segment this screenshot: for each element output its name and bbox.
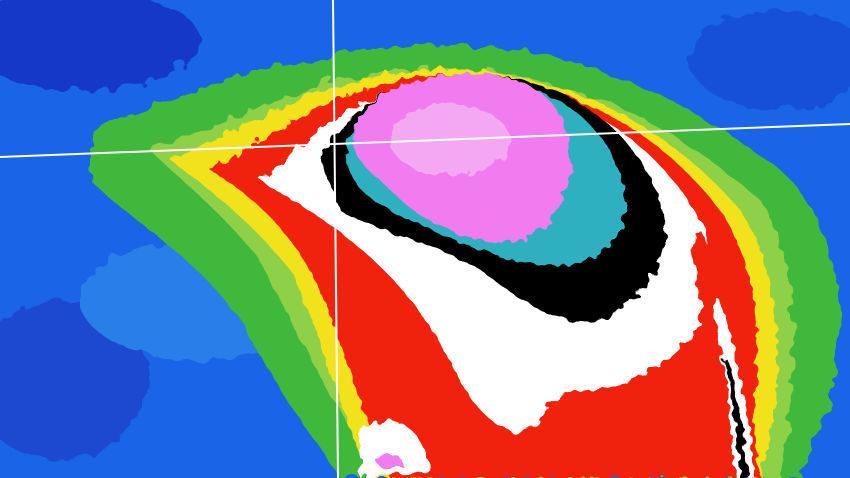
- latitude-line: [0, 123, 850, 158]
- longitude-line: [332, 0, 339, 478]
- spiral-band: [360, 230, 760, 478]
